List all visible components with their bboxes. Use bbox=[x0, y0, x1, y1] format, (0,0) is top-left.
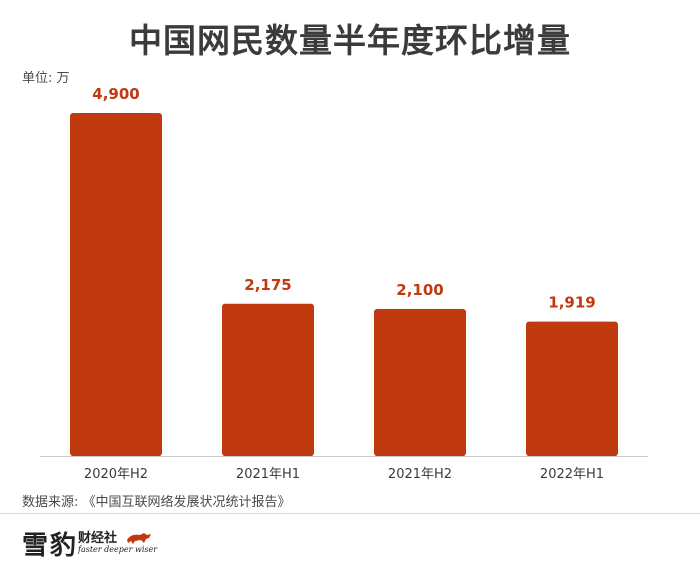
bar-group bbox=[70, 113, 618, 456]
logo-sub-text: 财经社 bbox=[78, 531, 118, 546]
bar-2021年H2 bbox=[374, 309, 466, 456]
data-label: 1,919 bbox=[548, 294, 595, 312]
category-label: 2021年H2 bbox=[388, 467, 452, 482]
footer-divider bbox=[0, 513, 700, 514]
category-label: 2021年H1 bbox=[236, 467, 300, 482]
leopard-icon bbox=[127, 533, 151, 544]
bar-2020年H2 bbox=[70, 113, 162, 456]
brand-logo: 雪豹 财经社 faster deeper wiser bbox=[22, 525, 157, 565]
source-note: 数据来源: 《中国互联网络发展状况统计报告》 bbox=[22, 495, 291, 510]
bar-2021年H1 bbox=[222, 303, 314, 456]
category-label-group: 2020年H2 2021年H1 2021年H2 2022年H1 bbox=[84, 467, 604, 482]
bar-2022年H1 bbox=[526, 321, 618, 456]
unit-label: 单位: 万 bbox=[22, 71, 70, 86]
category-label: 2020年H2 bbox=[84, 467, 148, 482]
logo-main-text: 雪豹 bbox=[22, 531, 79, 561]
chart-title: 中国网民数量半年度环比增量 bbox=[129, 21, 571, 60]
data-label: 2,100 bbox=[396, 281, 443, 299]
data-label: 4,900 bbox=[92, 85, 139, 103]
bar-chart: 4,900 2,175 2,100 1,919 2020年H2 2021年H1 2021年… bbox=[40, 85, 648, 482]
logo-tagline: faster deeper wiser bbox=[78, 545, 158, 554]
category-label: 2022年H1 bbox=[540, 467, 604, 482]
data-label: 2,175 bbox=[244, 276, 291, 294]
data-label-group: 4,900 2,175 2,100 1,919 bbox=[92, 85, 595, 312]
